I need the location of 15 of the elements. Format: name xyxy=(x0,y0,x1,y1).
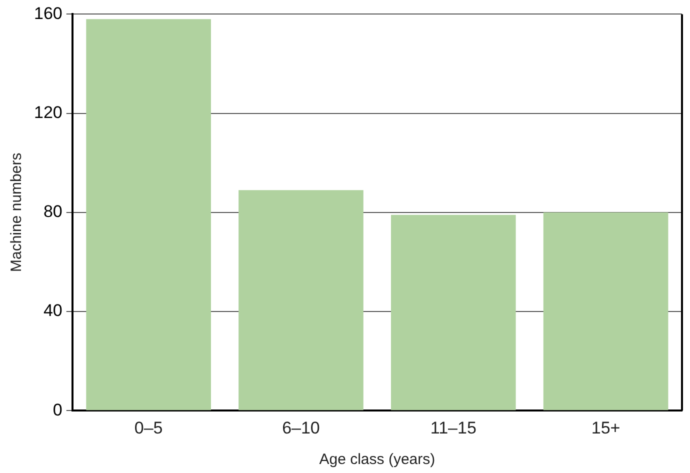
x-tick-label: 0–5 xyxy=(134,418,163,438)
y-tick-label: 80 xyxy=(43,202,62,222)
bar xyxy=(543,212,668,410)
x-tick-label: 6–10 xyxy=(282,418,320,438)
bar xyxy=(238,190,364,410)
x-tick-label: 11–15 xyxy=(430,418,476,438)
x-axis-title: Age class (years) xyxy=(319,451,436,468)
y-tick-label: 160 xyxy=(34,4,62,23)
y-axis-title: Machine numbers xyxy=(8,152,26,272)
bar xyxy=(390,214,516,410)
y-tick-label: 0 xyxy=(52,400,62,420)
y-tick-label: 120 xyxy=(34,102,62,122)
bar xyxy=(86,19,211,410)
x-tick-label: 15+ xyxy=(591,418,620,438)
y-tick-label: 40 xyxy=(43,301,62,320)
